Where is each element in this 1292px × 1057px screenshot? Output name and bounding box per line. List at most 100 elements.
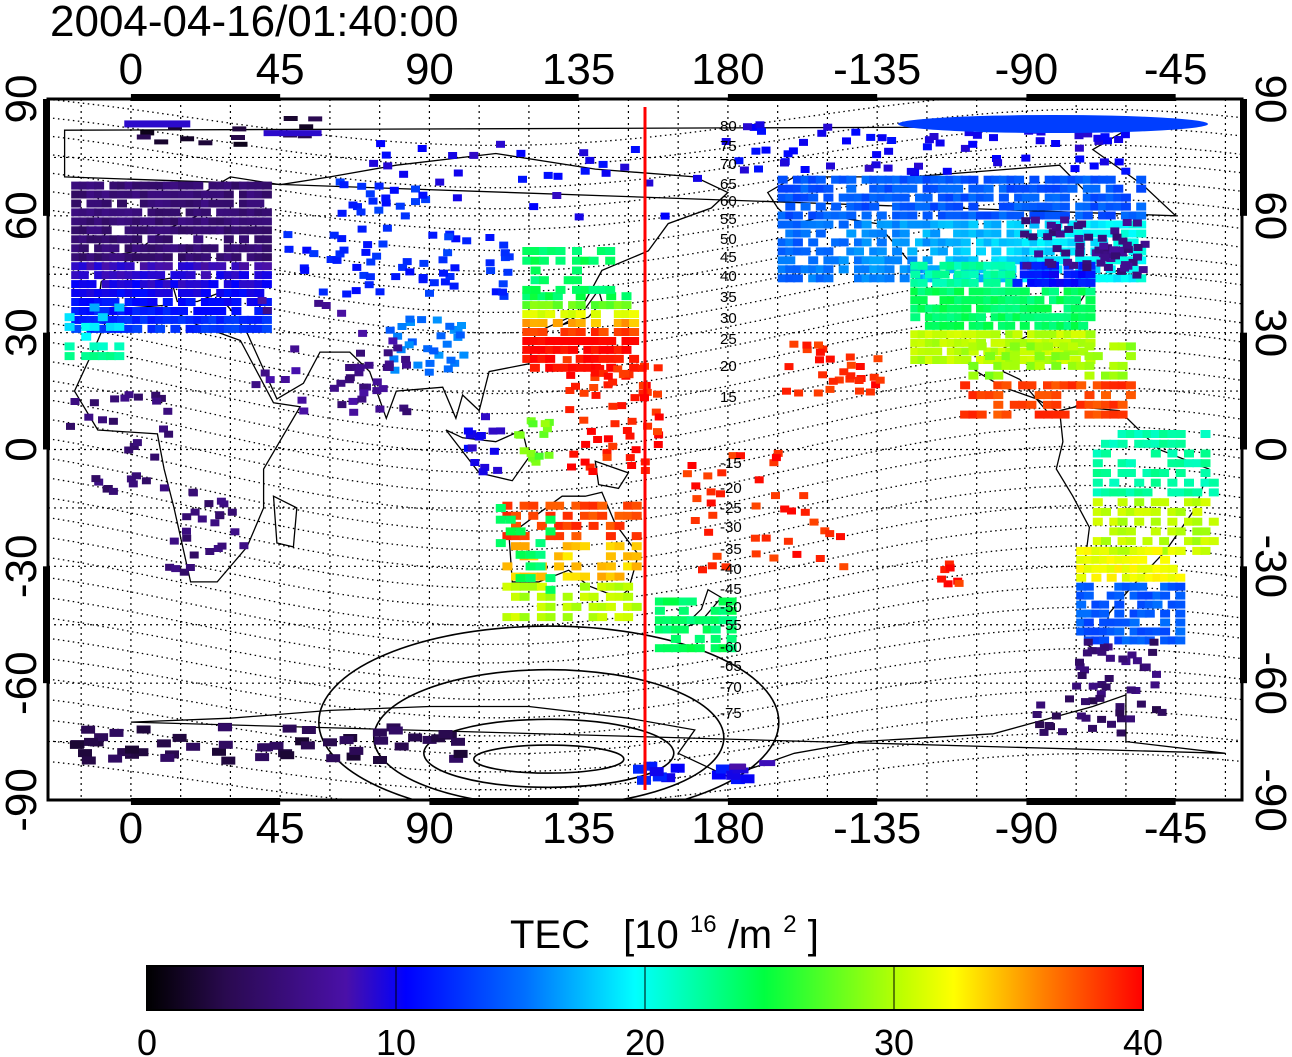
tec-cell [261,235,272,244]
contour-label: -15 [720,455,742,472]
tec-cell [726,597,737,606]
tec-cell [946,330,957,339]
tec-cell [717,469,727,477]
tec-cell [216,199,227,208]
tec-cell [246,324,257,333]
lat-tick-label-right: 90 [1246,75,1292,124]
tec-cell [147,280,158,289]
tec-cell [1051,410,1062,419]
tec-cell [597,582,608,591]
tec-cell [993,391,1004,400]
tec-cell [246,253,257,262]
tec-cell [1134,478,1145,487]
tec-cell [86,217,97,226]
tec-cell [1043,342,1053,351]
tec-cell [359,389,369,397]
tec-cell [623,511,634,520]
tec-cell [162,208,173,217]
tec-cell [907,211,918,220]
tec-cell [932,356,943,364]
tec-cell [388,726,403,735]
tec-cell [899,184,910,193]
tec-cell [1078,270,1089,279]
tec-cell [358,329,368,337]
tec-cell [1092,517,1103,526]
tec-cell [525,550,536,559]
tec-cell [718,616,729,625]
tec-cell [861,256,872,265]
tec-cell [1085,278,1096,287]
tec-cell [117,253,127,262]
tec-cell [525,574,536,583]
tec-cell [254,226,265,235]
tec-cell [154,139,169,145]
tec-cell [998,202,1009,211]
tec-cell [453,325,463,333]
tec-cell [597,572,608,581]
tec-cell [922,211,933,220]
tec-cell [789,340,799,348]
tec-cell [1131,687,1141,694]
tec-cell [1067,184,1078,193]
tec-cell [617,402,627,410]
tec-cell [1083,627,1094,636]
tec-cell [1105,220,1116,229]
tec-cell [1117,537,1128,546]
tec-cell [94,733,109,742]
tec-cell [954,313,965,322]
tec-cell [81,332,92,341]
tec-cell [216,208,227,217]
tec-cell [990,330,1001,339]
contour-label: -55 [720,617,742,634]
tec-cell [593,436,603,443]
tec-cell [470,459,480,466]
tec-cell [808,256,819,265]
tec-cell [1099,600,1110,609]
tec-cell [545,585,556,594]
tec-cell [526,449,536,457]
tec-cell [1083,582,1094,591]
mag-contour [48,752,1242,800]
tec-cell [565,406,575,414]
tec-cell [718,597,729,606]
tec-cell [1078,278,1089,287]
tec-cell [869,202,880,211]
tec-cell [369,159,379,167]
tec-cell [652,772,667,782]
tec-cell [1078,347,1089,356]
tec-cell [185,324,196,333]
tec-cell [216,271,227,280]
tec-cell [1144,627,1155,636]
tec-cell [1175,591,1186,600]
tec-cell [1125,430,1136,438]
tec-cell [168,125,182,131]
tec-cell [954,321,965,330]
tec-cell [621,328,632,336]
tec-cell [761,534,771,542]
tec-cell [914,162,923,170]
tec-cell [1114,609,1125,618]
tec-cell [968,202,979,211]
tec-cell [800,193,811,202]
tec-cell [1117,371,1128,380]
tec-cell [597,613,608,622]
tec-cell [899,175,910,184]
tec-cell [831,238,842,247]
tec-cell [1069,261,1079,269]
tec-cell [1150,439,1161,448]
tec-cell [572,285,582,294]
tec-cell [1109,478,1120,487]
tec-cell [1092,459,1103,468]
tec-cell [792,211,803,220]
tec-cell [945,220,956,229]
tec-cell [993,381,1004,390]
tec-cell [605,542,616,551]
tec-cell [128,480,138,488]
tec-cell [562,592,573,601]
tec-cell [399,404,409,412]
tec-cell [193,208,204,217]
tec-cell [907,220,918,229]
tec-cell [162,315,173,324]
tec-cell [239,235,249,244]
tec-cell [246,199,257,208]
